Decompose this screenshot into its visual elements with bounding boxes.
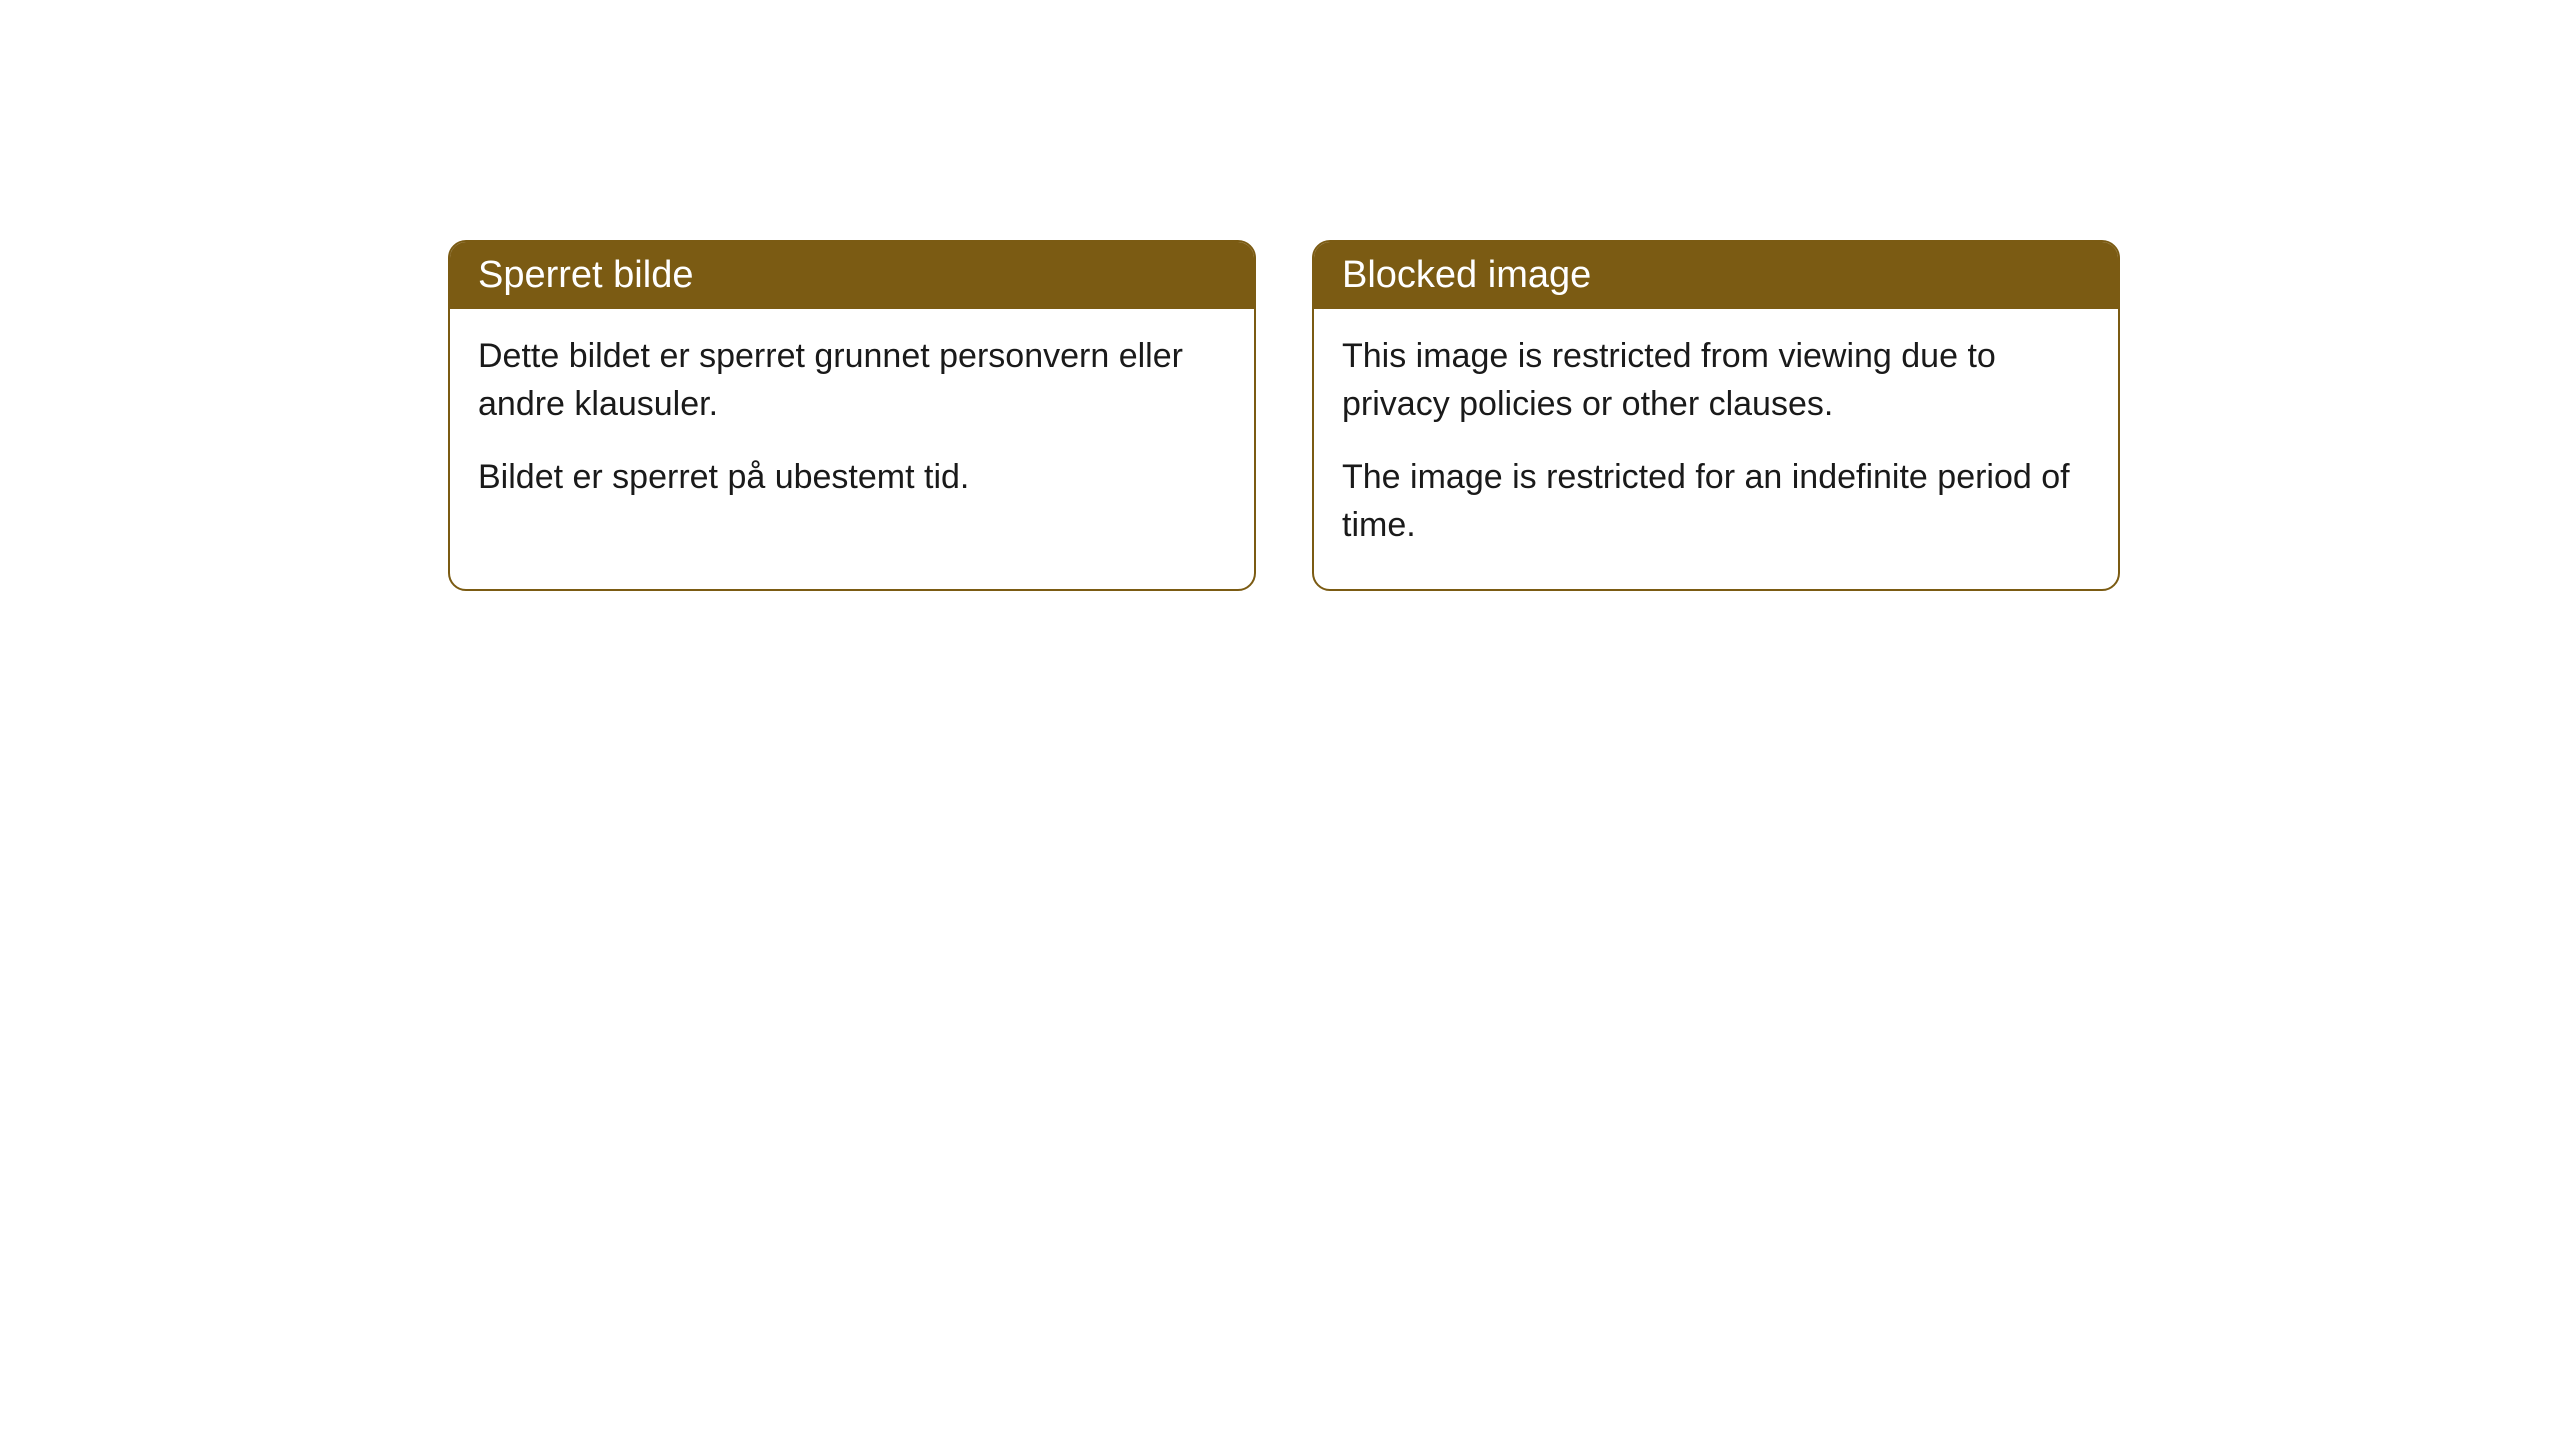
card-header: Sperret bilde [450, 242, 1254, 309]
card-body: Dette bildet er sperret grunnet personve… [450, 309, 1254, 542]
card-body: This image is restricted from viewing du… [1314, 309, 2118, 589]
card-title: Sperret bilde [478, 254, 693, 296]
card-paragraph: This image is restricted from viewing du… [1342, 333, 2090, 428]
card-header: Blocked image [1314, 242, 2118, 309]
notice-card-norwegian: Sperret bilde Dette bildet er sperret gr… [448, 240, 1256, 591]
notice-card-english: Blocked image This image is restricted f… [1312, 240, 2120, 591]
notice-cards-container: Sperret bilde Dette bildet er sperret gr… [448, 240, 2120, 591]
card-title: Blocked image [1342, 254, 1591, 296]
card-paragraph: Bildet er sperret på ubestemt tid. [478, 454, 1226, 502]
card-paragraph: Dette bildet er sperret grunnet personve… [478, 333, 1226, 428]
card-paragraph: The image is restricted for an indefinit… [1342, 454, 2090, 549]
